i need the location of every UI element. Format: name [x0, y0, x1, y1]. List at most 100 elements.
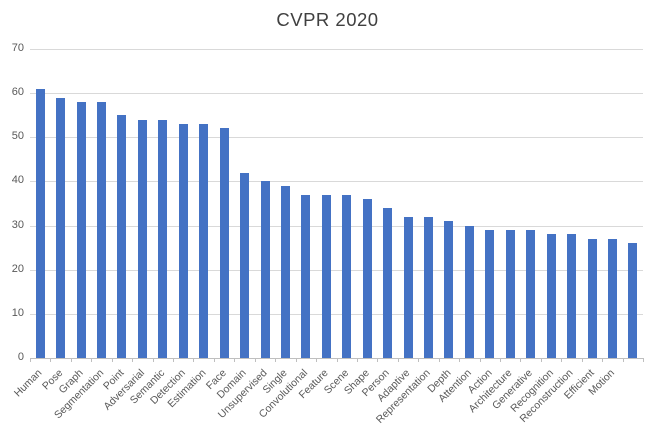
x-axis-tick — [316, 358, 318, 362]
bar — [546, 234, 556, 358]
x-axis-tick — [520, 358, 522, 362]
bar — [628, 243, 638, 358]
x-axis-tick — [50, 358, 52, 362]
x-axis-tick — [397, 358, 399, 362]
bar-cell — [521, 49, 541, 358]
x-axis-tick — [213, 358, 215, 362]
x-axis-tick — [581, 358, 583, 362]
bar — [97, 101, 107, 358]
bar-cell — [480, 49, 500, 358]
bar-cell — [500, 49, 520, 358]
bar-cell — [214, 49, 234, 358]
y-axis-label: 10 — [11, 306, 24, 319]
bar — [260, 181, 270, 358]
bar-cell — [275, 49, 295, 358]
x-axis-tick — [254, 358, 256, 362]
bar — [526, 230, 536, 358]
bar-cell — [459, 49, 479, 358]
x-axis-tick — [30, 358, 31, 362]
bar-cell — [337, 49, 357, 358]
x-axis-tick — [418, 358, 420, 362]
bar-cell — [541, 49, 561, 358]
gridline — [30, 269, 643, 271]
x-axis-tick — [643, 358, 644, 362]
bar-cell — [50, 49, 70, 358]
gridline — [30, 313, 643, 315]
bar — [321, 194, 331, 358]
x-axis-tick — [479, 358, 481, 362]
x-axis-tick — [111, 358, 113, 362]
bar-cell — [112, 49, 132, 358]
bar-cell — [357, 49, 377, 358]
bar-cell — [439, 49, 459, 358]
bar — [505, 230, 515, 358]
y-axis-label: 50 — [11, 130, 24, 143]
bar-cell — [316, 49, 336, 358]
bar-cell — [296, 49, 316, 358]
x-axis-tick — [275, 358, 277, 362]
bar-cell — [132, 49, 152, 358]
bar — [444, 221, 454, 358]
bar — [464, 225, 474, 358]
x-axis-tick — [193, 358, 195, 362]
bar-cell — [234, 49, 254, 358]
x-axis-tick — [438, 358, 440, 362]
bar — [137, 119, 147, 358]
bar-cell — [582, 49, 602, 358]
y-axis-label: 70 — [11, 42, 24, 54]
bar — [178, 124, 188, 358]
bar — [383, 207, 393, 358]
gridline — [30, 137, 643, 139]
bar — [35, 88, 45, 358]
bar — [199, 124, 209, 358]
bar-cell — [623, 49, 643, 358]
bar — [362, 199, 372, 358]
bar-cell — [194, 49, 214, 358]
bar — [117, 115, 127, 358]
y-axis-label: 0 — [17, 351, 24, 363]
bar-cell — [91, 49, 111, 358]
x-axis-tick — [377, 358, 379, 362]
x-axis-tick — [459, 358, 461, 362]
chart-title: CVPR 2020 — [276, 9, 379, 30]
bar — [403, 216, 413, 358]
x-axis-tick — [602, 358, 604, 362]
bar — [424, 216, 434, 358]
bar — [158, 119, 168, 358]
bar — [301, 194, 311, 358]
bar — [587, 238, 597, 358]
x-axis-tick — [132, 358, 134, 362]
y-axis-label: 20 — [11, 262, 24, 275]
bar-cell — [30, 49, 50, 358]
bar — [280, 185, 290, 358]
bar — [76, 101, 86, 358]
bar-cell — [71, 49, 91, 358]
x-axis-tick — [561, 358, 563, 362]
x-axis-tick — [540, 358, 542, 362]
bar-cell — [153, 49, 173, 358]
bar — [56, 97, 66, 358]
bar-cell — [398, 49, 418, 358]
bar-cell — [377, 49, 397, 358]
gridline — [30, 225, 643, 227]
x-axis-tick — [152, 358, 154, 362]
bar-cell — [418, 49, 438, 358]
bar-series — [30, 49, 643, 358]
y-axis-label: 60 — [11, 86, 24, 99]
bar-cell — [255, 49, 275, 358]
bar — [342, 194, 352, 358]
y-axis-label: 30 — [11, 218, 24, 231]
y-axis-label: 40 — [11, 174, 24, 187]
gridline — [30, 93, 643, 95]
x-axis-tick — [295, 358, 297, 362]
x-axis-tick — [336, 358, 338, 362]
gridline — [30, 49, 643, 50]
x-axis-tick — [234, 358, 236, 362]
x-axis-tick — [622, 358, 624, 362]
bar — [607, 238, 617, 358]
bar — [219, 128, 229, 358]
bar — [567, 234, 577, 358]
bar-cell — [561, 49, 581, 358]
gridline — [30, 181, 643, 183]
